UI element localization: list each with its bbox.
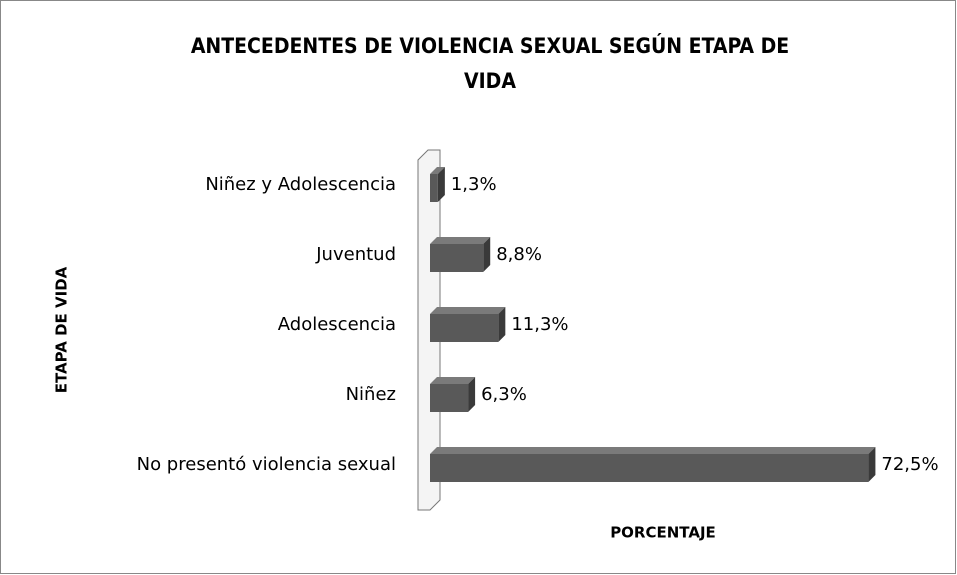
data-label: 72,5% <box>881 454 938 475</box>
bar-top <box>430 237 491 244</box>
x-axis-title: PORCENTAJE <box>610 524 716 542</box>
y-tick-label: Niñez y Adolescencia <box>205 174 396 195</box>
bar <box>430 237 491 272</box>
bar <box>430 377 476 412</box>
y-tick-label: Juventud <box>315 244 396 265</box>
bar-side <box>437 167 445 202</box>
data-label: 11,3% <box>511 314 568 335</box>
bar-front <box>430 174 438 202</box>
bar-front <box>430 314 499 342</box>
y-tick-label: Niñez <box>346 384 396 405</box>
y-axis-title: ETAPA DE VIDA <box>53 266 71 393</box>
bar-side <box>468 377 476 412</box>
bar-side <box>483 237 491 272</box>
bar-side <box>498 307 506 342</box>
data-label: 1,3% <box>451 174 497 195</box>
bar <box>430 307 506 342</box>
bar-front <box>430 384 469 412</box>
bar-front <box>430 244 484 272</box>
bar-top <box>430 447 876 454</box>
y-tick-label: No presentó violencia sexual <box>137 454 396 475</box>
bar-side <box>868 447 876 482</box>
bar-top <box>430 307 506 314</box>
bar <box>430 447 876 482</box>
chart-title: ANTECEDENTES DE VIOLENCIA SEXUAL SEGÚN E… <box>191 33 789 93</box>
data-label: 8,8% <box>496 244 542 265</box>
bar <box>430 167 445 202</box>
y-tick-label: Adolescencia <box>278 314 396 335</box>
bar-top <box>430 377 476 384</box>
bar-top <box>430 167 445 174</box>
data-label: 6,3% <box>481 384 527 405</box>
bar-front <box>430 454 869 482</box>
